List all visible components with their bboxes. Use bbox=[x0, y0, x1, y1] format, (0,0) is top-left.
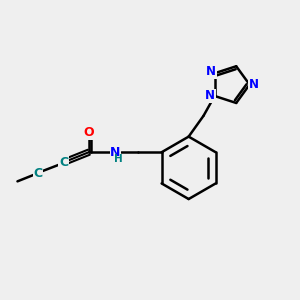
Text: O: O bbox=[83, 126, 94, 140]
Text: H: H bbox=[113, 154, 122, 164]
Text: N: N bbox=[110, 146, 121, 159]
Text: N: N bbox=[206, 65, 216, 78]
Text: N: N bbox=[205, 89, 215, 103]
Text: C: C bbox=[59, 156, 68, 169]
Text: N: N bbox=[249, 78, 259, 91]
Text: C: C bbox=[34, 167, 43, 179]
